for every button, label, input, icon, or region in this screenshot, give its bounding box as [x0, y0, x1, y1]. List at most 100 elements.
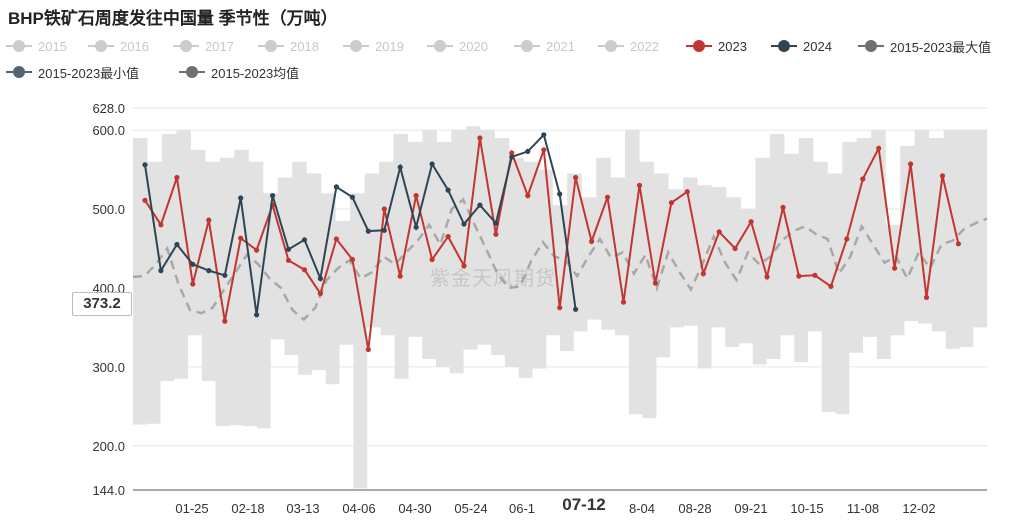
series-2024-point[interactable]: [317, 275, 323, 282]
legend-item-2022[interactable]: 2022: [598, 36, 659, 56]
series-2024-point[interactable]: [461, 221, 467, 227]
series-2024-point[interactable]: [158, 268, 164, 274]
y-tick-label: 628.0: [92, 101, 125, 116]
series-2024-point[interactable]: [429, 161, 435, 167]
series-2023-point[interactable]: [955, 241, 962, 247]
series-2023-point[interactable]: [142, 197, 148, 203]
series-2024-point[interactable]: [397, 164, 403, 170]
series-2023-point[interactable]: [557, 305, 563, 311]
legend-label: 2022: [630, 38, 659, 54]
legend-label: 2023: [718, 38, 747, 54]
series-2023-point[interactable]: [908, 161, 914, 167]
series-2024-point[interactable]: [445, 187, 451, 193]
series-2023-point[interactable]: [876, 145, 882, 151]
series-2023-point[interactable]: [573, 174, 579, 181]
series-2024-point[interactable]: [238, 195, 244, 201]
series-2023-point[interactable]: [620, 299, 627, 305]
series-2023-point[interactable]: [445, 234, 451, 240]
series-2023-point[interactable]: [668, 200, 675, 206]
series-2024-point[interactable]: [349, 194, 355, 200]
series-2024-point[interactable]: [381, 227, 387, 233]
series-2023-point[interactable]: [589, 238, 595, 244]
legend-label: 2020: [459, 38, 488, 54]
series-2024-point[interactable]: [493, 220, 499, 226]
series-2023-point[interactable]: [844, 236, 850, 242]
series-2023-point[interactable]: [828, 283, 834, 289]
series-2024-point[interactable]: [222, 272, 228, 278]
series-2024-point[interactable]: [174, 241, 180, 248]
legend-item-2016[interactable]: 2016: [88, 36, 149, 56]
series-2024-point[interactable]: [301, 237, 308, 243]
series-2023-point[interactable]: [222, 318, 228, 324]
legend-item-2015-2023均值[interactable]: 2015-2023均值: [179, 62, 299, 82]
series-2023-point[interactable]: [764, 274, 770, 280]
series-2023-point[interactable]: [780, 204, 786, 210]
series-2024-point[interactable]: [333, 184, 339, 190]
legend-item-2018[interactable]: 2018: [258, 36, 319, 56]
series-2023-point[interactable]: [413, 193, 419, 199]
legend-item-2019[interactable]: 2019: [343, 36, 404, 56]
series-2024-point[interactable]: [413, 224, 419, 230]
series-2023-point[interactable]: [238, 235, 244, 241]
series-2024-point[interactable]: [557, 191, 563, 197]
series-2023-point[interactable]: [748, 219, 754, 225]
series-2023-point[interactable]: [365, 346, 371, 353]
series-2023-point[interactable]: [636, 182, 643, 188]
legend-item-2024[interactable]: 2024: [771, 36, 832, 56]
series-2023-point[interactable]: [493, 231, 499, 237]
series-2023-point[interactable]: [716, 229, 722, 235]
series-2023-point[interactable]: [174, 174, 180, 181]
series-2024-point[interactable]: [190, 261, 196, 267]
legend-item-2015[interactable]: 2015: [6, 36, 67, 56]
series-2023-point[interactable]: [158, 222, 164, 228]
series-2023-point[interactable]: [796, 273, 802, 279]
series-2024-point[interactable]: [541, 132, 547, 138]
series-2024-point[interactable]: [509, 154, 515, 160]
series-2023-point[interactable]: [477, 135, 483, 141]
series-2023-point[interactable]: [206, 217, 212, 223]
series-2023-point[interactable]: [860, 176, 866, 182]
series-2023-point[interactable]: [381, 206, 387, 212]
series-2023-point[interactable]: [429, 256, 435, 263]
series-2023-point[interactable]: [301, 267, 308, 273]
series-2023-point[interactable]: [285, 257, 292, 263]
series-2024-point[interactable]: [573, 306, 579, 312]
series-2024-point[interactable]: [285, 246, 292, 252]
legend-item-2017[interactable]: 2017: [173, 36, 234, 56]
series-2024-point[interactable]: [365, 228, 371, 234]
series-2023-point[interactable]: [541, 147, 547, 153]
legend-item-2015-2023最小值[interactable]: 2015-2023最小值: [6, 62, 139, 82]
series-2023-point[interactable]: [892, 265, 898, 271]
series-2024-point[interactable]: [525, 148, 531, 154]
series-2023-point[interactable]: [190, 281, 196, 287]
legend-item-2021[interactable]: 2021: [514, 36, 575, 56]
series-2023-point[interactable]: [509, 150, 515, 156]
series-2023-point[interactable]: [333, 236, 339, 242]
series-2024-point[interactable]: [206, 268, 212, 274]
series-2023-point[interactable]: [700, 271, 706, 277]
series-2023-point[interactable]: [525, 193, 531, 199]
series-2023-point[interactable]: [652, 280, 659, 286]
series-2023-point[interactable]: [349, 256, 355, 263]
series-2023-point[interactable]: [939, 173, 946, 179]
series-2024-point[interactable]: [270, 193, 276, 199]
legend-symbol-icon: [771, 39, 797, 53]
series-2023-point[interactable]: [397, 273, 403, 279]
legend-item-2020[interactable]: 2020: [427, 36, 488, 56]
series-2023-point[interactable]: [684, 189, 690, 195]
series-2023-point[interactable]: [461, 263, 467, 269]
legend-item-2015-2023最大值[interactable]: 2015-2023最大值: [858, 36, 991, 56]
x-tick-label: 01-25: [175, 501, 208, 516]
series-2023-point[interactable]: [604, 194, 611, 200]
legend-item-2023[interactable]: 2023: [686, 36, 747, 56]
legend-symbol-icon: [858, 39, 884, 53]
legend-symbol-icon: [258, 39, 284, 53]
series-2023-point[interactable]: [923, 294, 930, 300]
series-2024-point[interactable]: [477, 202, 483, 208]
series-2023-point[interactable]: [812, 272, 818, 278]
series-2024-point[interactable]: [142, 162, 148, 168]
series-2024-point[interactable]: [254, 312, 260, 318]
series-2023-point[interactable]: [254, 247, 260, 253]
series-2023-point[interactable]: [317, 290, 323, 297]
series-2023-point[interactable]: [732, 245, 738, 252]
